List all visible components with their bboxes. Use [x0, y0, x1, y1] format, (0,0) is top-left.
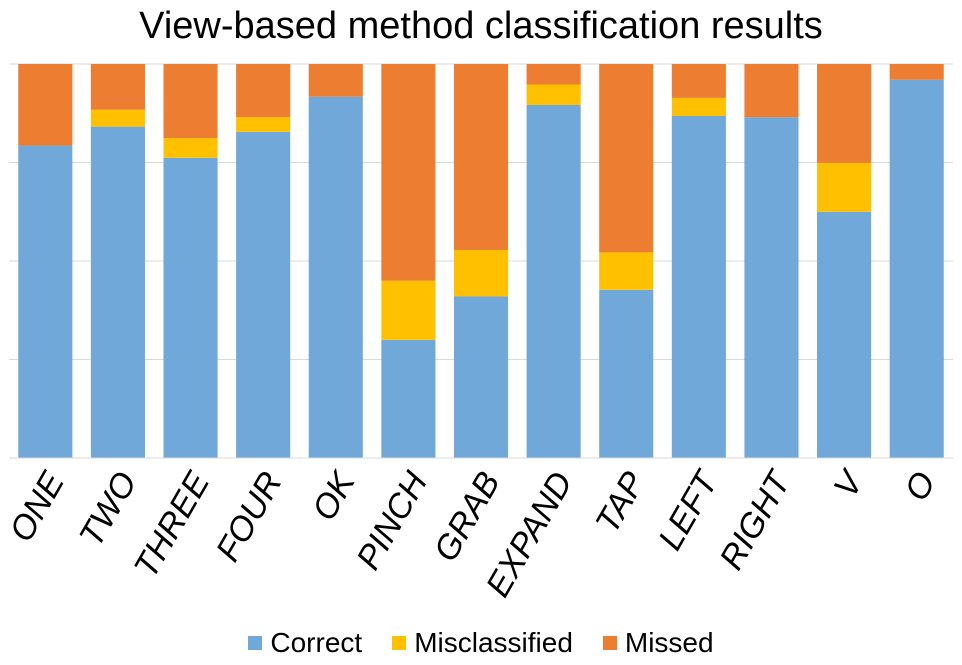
bar-tap-missed — [599, 64, 654, 253]
bar-grab-misclassified — [453, 249, 509, 297]
legend-label-correct: Correct — [270, 627, 363, 658]
bar-four-correct — [236, 131, 291, 458]
x-tick-label-pinch: PINCH — [349, 465, 435, 576]
bar-right-missed — [744, 64, 799, 118]
bar-two-missed — [90, 64, 145, 110]
bar-expand-correct — [526, 104, 581, 458]
bar-three-misclassified — [163, 138, 218, 158]
bar-one-missed — [18, 64, 73, 146]
legend-swatch-correct — [248, 636, 263, 650]
bar-four-misclassified — [236, 117, 291, 132]
x-tick-label-tap: TAP — [588, 465, 653, 539]
bar-grab-correct — [453, 296, 509, 458]
bar-grab-missed — [453, 64, 509, 250]
bar-four-missed — [236, 64, 291, 118]
bar-ok-correct — [308, 96, 363, 458]
bar-three-correct — [163, 157, 218, 458]
x-tick-label-two: TWO — [72, 465, 145, 553]
bar-ok-missed — [308, 64, 363, 97]
bar-left-missed — [671, 64, 726, 98]
bar-left-correct — [671, 116, 726, 458]
bar-right-correct — [744, 117, 799, 458]
x-tick-label-right: RIGHT — [712, 464, 799, 577]
legend-item-misclassified: Misclassified — [392, 627, 573, 659]
bar-pinch-missed — [381, 64, 436, 281]
bar-tap-correct — [599, 289, 654, 458]
legend: Correct Misclassified Missed — [0, 625, 962, 661]
bar-two-correct — [90, 126, 145, 459]
x-tick-label-ok: OK — [305, 464, 363, 527]
bar-one-correct — [18, 145, 73, 458]
bar-left-misclassified — [671, 97, 726, 116]
x-tick-label-grab: GRAB — [427, 465, 508, 567]
bar-o-correct — [889, 79, 944, 458]
x-tick-label-v: V — [827, 463, 873, 505]
legend-swatch-misclassified — [392, 636, 407, 650]
bar-v-misclassified — [817, 162, 872, 212]
bar-v-correct — [817, 211, 872, 458]
legend-label-missed: Missed — [624, 627, 714, 658]
bar-pinch-correct — [381, 339, 436, 458]
bar-pinch-misclassified — [381, 280, 436, 340]
bar-v-missed — [817, 64, 872, 163]
bar-o-missed — [889, 64, 944, 80]
x-tick-label-one: ONE — [2, 465, 72, 548]
legend-label-misclassified: Misclassified — [414, 627, 573, 658]
x-tick-label-o: O — [897, 465, 943, 507]
legend-swatch-missed — [602, 636, 617, 650]
x-tick-label-left: LEFT — [651, 464, 727, 557]
legend-item-missed: Missed — [602, 627, 714, 659]
bar-expand-misclassified — [526, 84, 581, 105]
chart-title: View-based method classification results — [139, 5, 823, 47]
bar-expand-missed — [526, 64, 581, 85]
bar-tap-misclassified — [599, 252, 654, 290]
x-tick-label-four: FOUR — [209, 465, 290, 567]
legend-item-correct: Correct — [248, 627, 362, 659]
bars — [18, 64, 944, 459]
bar-three-missed — [163, 64, 218, 139]
bar-two-misclassified — [90, 109, 145, 127]
